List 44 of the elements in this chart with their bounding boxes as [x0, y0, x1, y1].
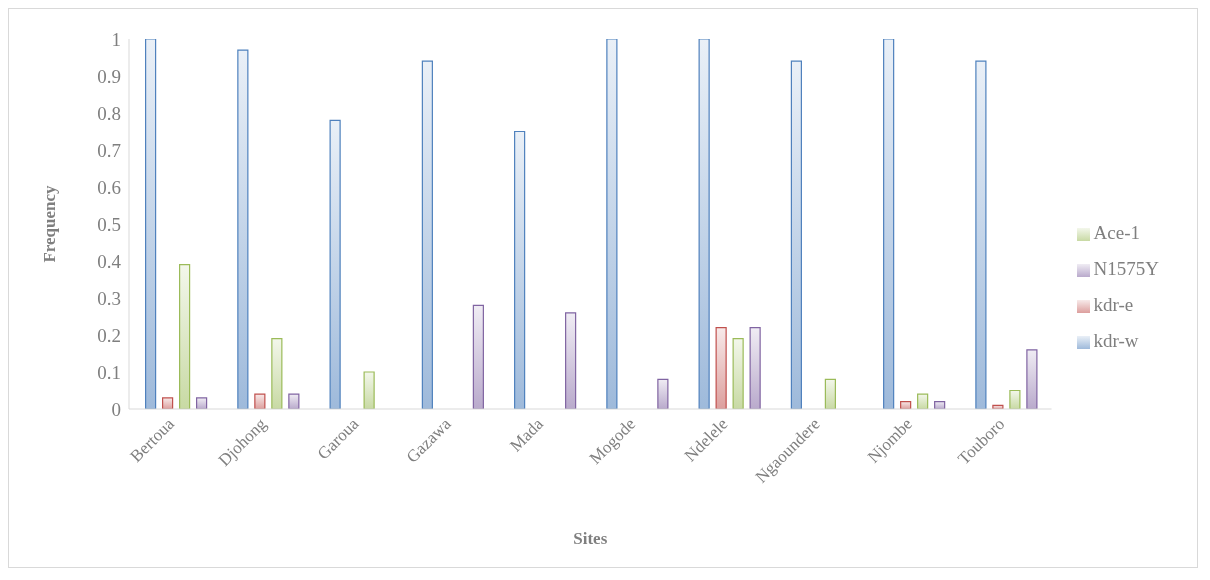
bar: [657, 378, 669, 409]
legend-label: kdr-e: [1093, 293, 1134, 315]
bar: [145, 39, 157, 409]
bar: [421, 60, 433, 409]
bar: [162, 397, 174, 409]
y-tick-label: 0.4: [97, 250, 122, 272]
y-axis-title: Frequency: [40, 184, 60, 263]
bar: [749, 327, 761, 409]
y-tick-label: 0.5: [97, 213, 121, 235]
bar: [606, 39, 618, 409]
y-tick-label: 0.1: [97, 361, 121, 383]
y-tick-label: 0.3: [97, 287, 121, 309]
bar: [254, 393, 266, 409]
bar: [329, 119, 341, 409]
y-tick-label: 1: [111, 28, 121, 50]
y-tick-label: 0.6: [97, 176, 121, 198]
legend-label: Ace-1: [1093, 221, 1140, 243]
bar: [514, 130, 526, 409]
legend-label: N1575Y: [1093, 257, 1159, 279]
bar: [472, 304, 484, 409]
bar: [698, 39, 710, 409]
bar: [271, 338, 283, 409]
bar: [975, 60, 987, 409]
bar: [732, 338, 744, 409]
bar: [790, 60, 802, 409]
bar: [883, 39, 895, 409]
bar: [1009, 389, 1021, 409]
y-tick-label: 0.7: [97, 139, 121, 161]
y-tick-label: 0.2: [97, 324, 121, 346]
bar: [917, 393, 929, 409]
bar: [1026, 349, 1038, 409]
bar: [179, 264, 191, 409]
x-axis-title: Sites: [573, 529, 608, 548]
bar: [288, 393, 300, 409]
bar: [565, 312, 577, 409]
bar: [196, 397, 208, 409]
bar: [715, 327, 727, 409]
y-tick-label: 0: [111, 398, 121, 420]
bar: [824, 378, 836, 409]
y-tick-label: 0.9: [97, 65, 121, 87]
y-tick-label: 0.8: [97, 102, 121, 124]
bar: [363, 371, 375, 409]
bar: [237, 49, 249, 409]
legend-label: kdr-w: [1093, 329, 1139, 351]
